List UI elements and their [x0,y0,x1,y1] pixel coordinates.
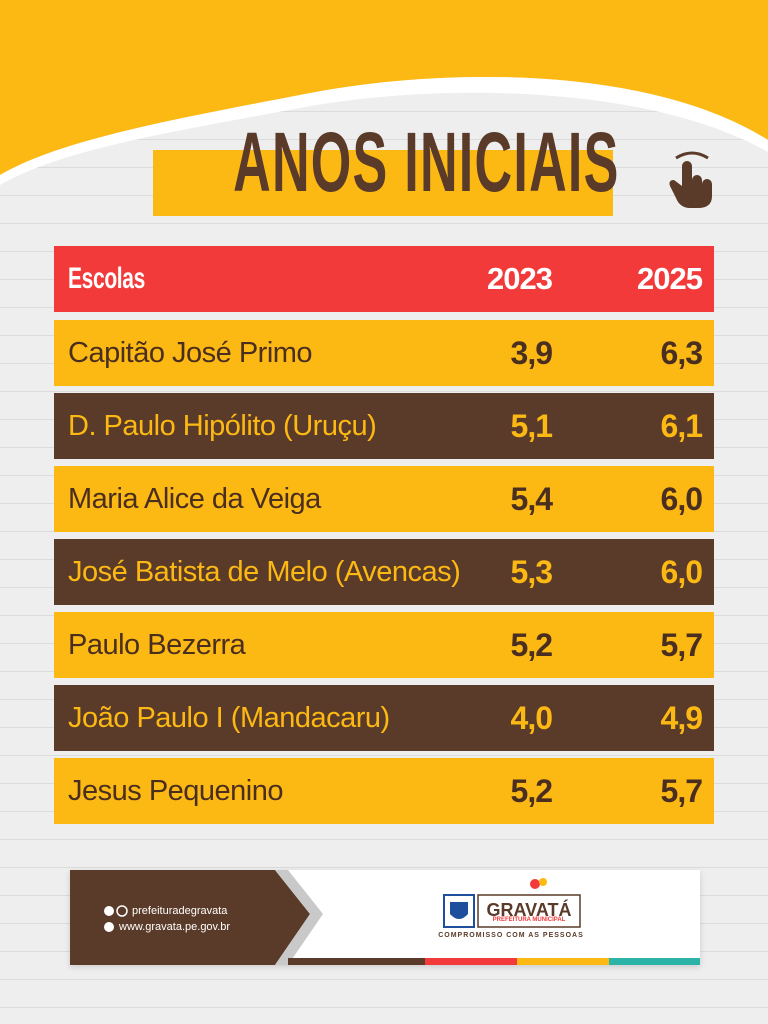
stripe [609,958,700,965]
score-2025: 6,1 [660,407,703,444]
school-name: D. Paulo Hipólito (Uruçu) [68,409,377,442]
score-2025: 4,9 [660,699,703,736]
footer: prefeituradegravata www.gravata.pe.gov.b… [70,870,700,965]
facebook-icon [104,906,114,916]
score-2025: 5,7 [660,772,703,809]
logo-box [477,894,581,928]
score-2023: 5,3 [510,553,553,590]
score-2025: 5,7 [660,626,703,663]
social-handle: prefeituradegravata [132,905,228,917]
instagram-icon [116,905,128,917]
table-row: José Batista de Melo (Avencas) 5,3 6,0 [54,539,714,605]
swipe-arc [675,151,709,160]
school-name: Maria Alice da Veiga [68,482,321,515]
logo-subtitle: PREFEITURA MUNICIPAL [492,917,566,923]
score-2023: 5,4 [510,480,553,517]
column-header: Escolas [68,262,145,295]
table-row: Jesus Pequenino 5,2 5,7 [54,758,714,824]
school-name: Jesus Pequenino [68,774,284,807]
score-2023: 5,2 [510,626,553,663]
web-icon [104,922,114,932]
score-2023: 4,0 [510,699,553,736]
title: ANOS INICIAIS [233,115,620,209]
score-2025: 6,3 [660,334,703,371]
score-2023: 5,1 [510,407,553,444]
table-row: Maria Alice da Veiga 5,4 6,0 [54,466,714,532]
top-wave [0,0,768,185]
school-name: Capitão José Primo [68,336,313,369]
school-name: Paulo Bezerra [68,628,246,661]
score-2025: 6,0 [660,480,703,517]
footer-arrow-shade [275,870,323,965]
logo-name: GRAVATÁ [486,900,572,920]
website: www.gravata.pe.gov.br [119,921,231,933]
score-2023: 3,9 [510,334,553,371]
wave-edge [0,76,768,185]
title-bar [153,150,613,216]
table-row: Paulo Bezerra 5,2 5,7 [54,612,714,678]
logo-slogan: COMPROMISSO COM AS PESSOAS [438,932,584,939]
score-2025: 6,0 [660,553,703,590]
hand [669,161,712,208]
score-2023: 5,2 [510,772,553,809]
logo-flower [539,878,547,886]
table-row: João Paulo I (Mandacaru) 4,0 4,9 [54,685,714,751]
footer-arrow [70,870,310,965]
table-row: Capitão José Primo 3,9 6,3 [54,320,714,386]
header-row: Escolas 2023 2025 [54,246,714,312]
table-row: D. Paulo Hipólito (Uruçu) 5,1 6,1 [54,393,714,459]
logo-shield [450,902,468,919]
stripe [425,958,517,965]
hand-icon [669,151,712,208]
logo-flower [530,879,540,889]
wave-shape [0,0,768,175]
column-header: 2023 [487,261,553,296]
footer-shapes [70,870,700,965]
school-name: João Paulo I (Mandacaru) [68,701,390,734]
column-header: 2025 [637,261,703,296]
stripe [517,958,609,965]
school-name: José Batista de Melo (Avencas) [68,555,461,588]
stripe [288,958,425,965]
